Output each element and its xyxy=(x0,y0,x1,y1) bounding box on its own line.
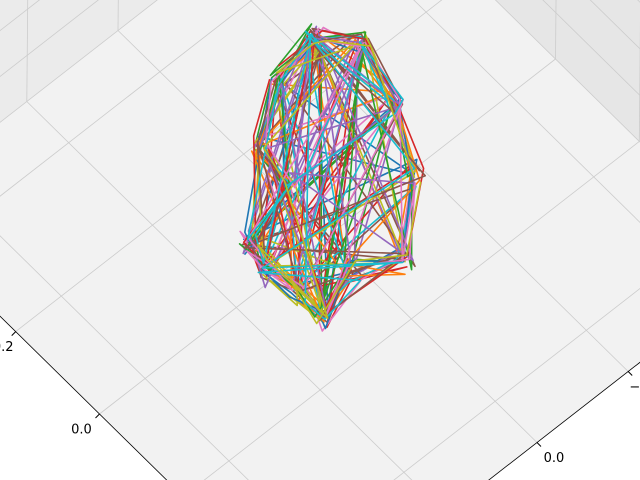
gridline-z-right xyxy=(542,0,640,97)
x-tick-mark xyxy=(11,331,17,336)
gridline-z-left xyxy=(0,0,158,123)
gridline-y-wall xyxy=(26,0,29,102)
gridline-y-floor xyxy=(117,30,538,443)
x-tick-label: 0.0 xyxy=(71,423,92,438)
y-tick-mark xyxy=(536,442,542,447)
y-tick-label: 0.0 xyxy=(544,451,565,466)
data-series xyxy=(238,23,427,332)
series-line-18 xyxy=(256,39,422,325)
y-tick-label: −0.2 xyxy=(629,380,640,395)
gridline-z-right xyxy=(494,0,640,143)
axis-ticks: −0.4−0.20.00.20.4−0.4−0.20.00.20.40.00.1… xyxy=(0,331,640,466)
x-tick-mark xyxy=(95,413,100,419)
gridline-y-floor xyxy=(0,235,249,480)
series-line-17 xyxy=(246,30,416,321)
gridline-y-floor xyxy=(249,0,629,372)
y-tick-mark xyxy=(627,371,633,376)
gridline-y-floor xyxy=(413,0,640,223)
gridline-y-floor xyxy=(26,101,413,480)
x-tick-label: −0.2 xyxy=(0,340,13,355)
gridline-x-wall xyxy=(555,0,557,60)
series-line-15 xyxy=(243,32,427,322)
series-line-16 xyxy=(246,39,417,318)
